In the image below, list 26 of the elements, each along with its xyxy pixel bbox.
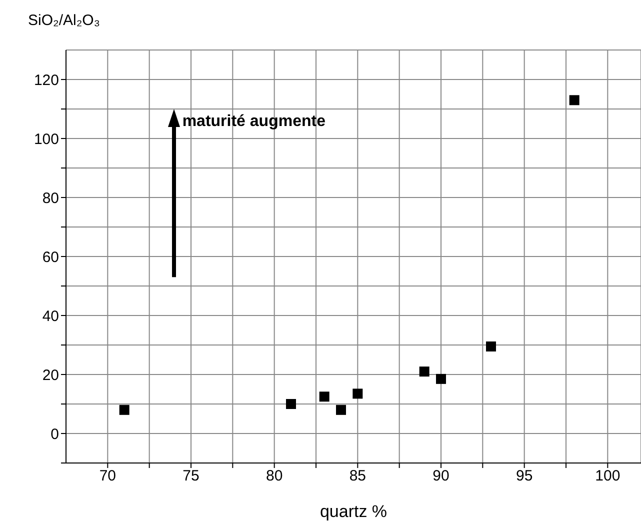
point (319, 392, 330, 402)
x-tick-label: 80 (266, 468, 283, 485)
point (352, 388, 363, 399)
y-tick-label: 40 (42, 308, 59, 325)
x-tick-label: 85 (349, 468, 366, 485)
point (569, 95, 580, 106)
y-tick-label: 100 (34, 130, 59, 148)
x-tick-label: 90 (432, 468, 450, 485)
y-tick-label: 20 (42, 366, 59, 384)
x-tick-label: 95 (516, 468, 533, 485)
y-axis-title: SiO₂/Al₂O₃ (28, 12, 100, 29)
x-tick-label: 70 (99, 468, 116, 485)
x-tick-label: 100 (595, 468, 620, 485)
point (436, 374, 446, 384)
y-tick-label: 120 (34, 72, 59, 89)
y-tick-label: 60 (42, 248, 59, 266)
x-axis-title: quartz % (318, 502, 388, 522)
point (119, 404, 130, 415)
point (486, 341, 496, 352)
point (286, 399, 296, 409)
y-tick-label: 0 (50, 426, 59, 443)
point (419, 366, 430, 377)
annotation: maturité augmente (182, 113, 326, 132)
x-tick-label: 75 (182, 468, 200, 485)
point (336, 404, 346, 415)
y-tick-label: 80 (42, 190, 59, 207)
